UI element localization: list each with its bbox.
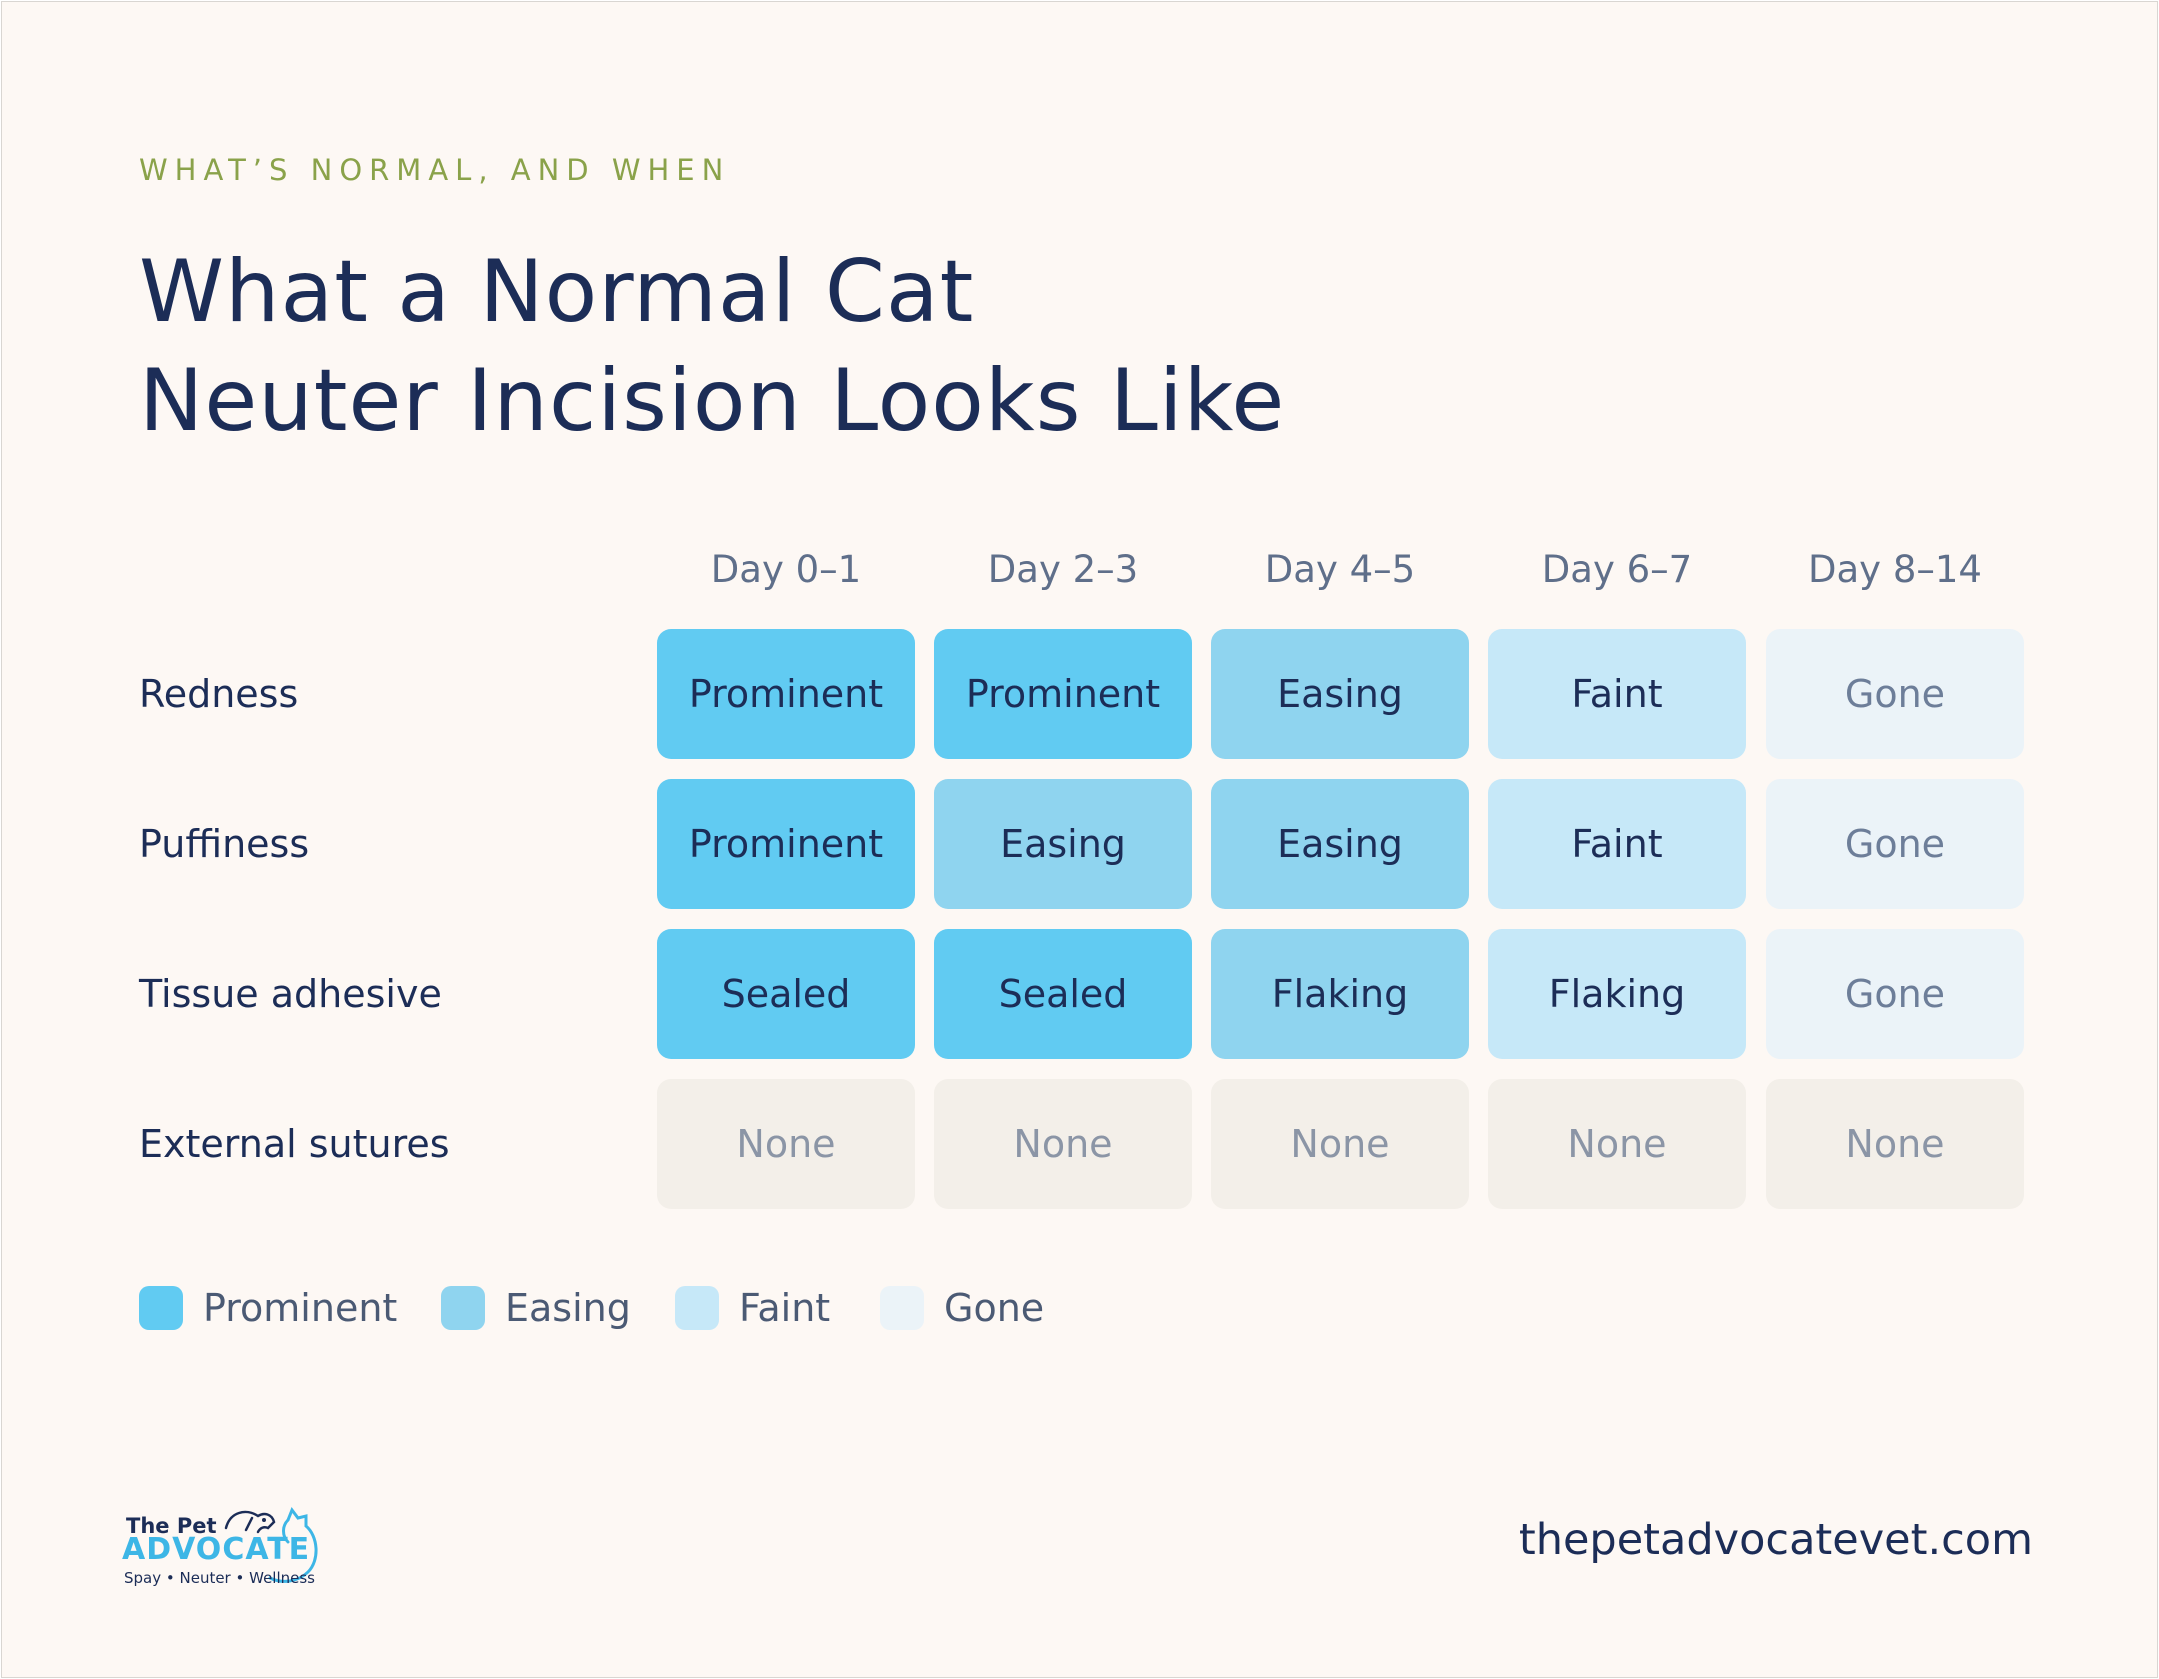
title-line-2: Neuter Incision Looks Like <box>139 351 1286 451</box>
column-header: Day 0–1 <box>710 548 862 591</box>
dog-cat-logo-icon <box>224 1506 318 1583</box>
table-cell: Prominent <box>657 779 915 909</box>
table-cell: Easing <box>1211 629 1469 759</box>
row-label: Redness <box>139 672 299 716</box>
table-cell: Faint <box>1488 779 1746 909</box>
row-label: Puffiness <box>139 822 310 866</box>
legend-label: Faint <box>739 1286 831 1330</box>
logo-text-advocate: ADVOCATE <box>122 1532 311 1567</box>
legend-label: Gone <box>944 1286 1045 1330</box>
legend-swatch <box>675 1286 719 1330</box>
logo-text-the-pet: The Pet <box>126 1514 217 1538</box>
table-cell: Flaking <box>1488 929 1746 1059</box>
table-cell: Prominent <box>934 629 1192 759</box>
table-cell: Faint <box>1488 629 1746 759</box>
website-link[interactable]: thepetadvocatevet.com <box>1518 1515 2033 1565</box>
legend-swatch <box>441 1286 485 1330</box>
table-cell: Prominent <box>657 629 915 759</box>
table-cell: Easing <box>934 779 1192 909</box>
legend-label: Easing <box>505 1286 631 1330</box>
column-header: Day 4–5 <box>1264 548 1416 591</box>
table-cell: Sealed <box>657 929 915 1059</box>
legend-label: Prominent <box>203 1286 398 1330</box>
logo-tagline: Spay • Neuter • Wellness <box>124 1569 315 1587</box>
table-cell: None <box>1211 1079 1469 1209</box>
title-line-1: What a Normal Cat <box>139 242 975 342</box>
eyebrow-label: WHAT’S NORMAL, AND WHEN <box>139 153 731 187</box>
column-header: Day 2–3 <box>987 548 1139 591</box>
legend-swatch <box>139 1286 183 1330</box>
column-header: Day 8–14 <box>1808 548 1982 591</box>
page-title: What a Normal Cat Neuter Incision Looks … <box>139 238 1285 456</box>
table-cell: Easing <box>1211 779 1469 909</box>
table-cell: Flaking <box>1211 929 1469 1059</box>
row-label: Tissue adhesive <box>139 972 442 1016</box>
row-label: External sutures <box>139 1122 450 1166</box>
table-cell: None <box>657 1079 915 1209</box>
table-cell: Gone <box>1766 629 2024 759</box>
table-cell: None <box>1488 1079 1746 1209</box>
brand-logo: The Pet ADVOCATE Spay • Neuter • Wellnes… <box>122 1492 322 1597</box>
table-cell: Gone <box>1766 779 2024 909</box>
table-cell: None <box>934 1079 1192 1209</box>
legend-swatch <box>880 1286 924 1330</box>
column-header: Day 6–7 <box>1541 548 1693 591</box>
table-cell: None <box>1766 1079 2024 1209</box>
table-cell: Sealed <box>934 929 1192 1059</box>
table-cell: Gone <box>1766 929 2024 1059</box>
